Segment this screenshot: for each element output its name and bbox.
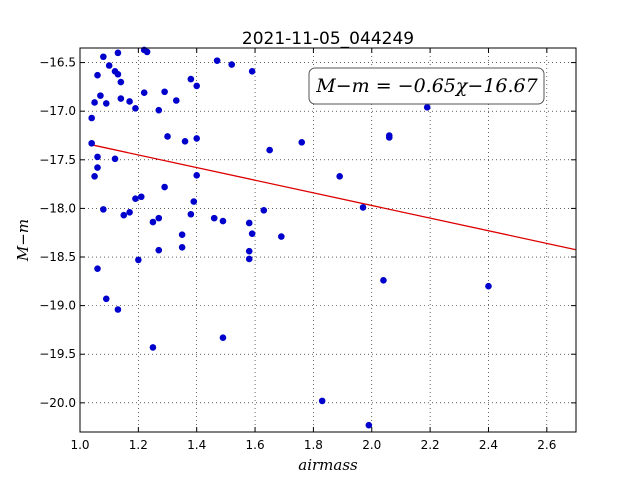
- y-tick-label: −19.5: [39, 347, 76, 361]
- data-point: [181, 138, 189, 145]
- data-point: [248, 68, 256, 75]
- data-point: [88, 114, 95, 122]
- data-point: [219, 334, 227, 342]
- data-point: [260, 207, 268, 214]
- data-point: [193, 172, 201, 179]
- data-point: [266, 146, 273, 154]
- y-tick-label: −19.0: [39, 299, 76, 313]
- data-point: [359, 204, 367, 211]
- data-point: [178, 231, 186, 238]
- fit-line: [88, 143, 577, 251]
- data-point: [117, 95, 125, 102]
- data-point: [91, 99, 98, 106]
- plot-frame: [79, 47, 577, 433]
- data-point: [120, 211, 128, 219]
- data-point: [117, 78, 125, 86]
- data-point: [114, 49, 122, 57]
- annotation-box: [308, 67, 545, 105]
- data-point: [91, 173, 98, 180]
- x-tick-label: 1.2: [129, 438, 148, 452]
- y-tick-label: −17.0: [39, 104, 76, 118]
- data-point: [132, 104, 139, 112]
- data-point: [245, 219, 253, 227]
- data-point: [100, 53, 107, 61]
- x-tick-label: 2.6: [537, 438, 556, 452]
- data-point: [155, 246, 163, 254]
- fit-equation: M−m = −0.65χ−16.67: [315, 75, 538, 97]
- data-point: [94, 265, 101, 272]
- y-tick-label: −18.0: [39, 201, 76, 215]
- data-point: [155, 106, 163, 114]
- data-point: [318, 397, 326, 405]
- x-axis-label: airmass: [298, 456, 358, 474]
- data-point: [228, 61, 236, 68]
- data-point: [336, 173, 343, 180]
- data-point: [149, 218, 157, 226]
- data-point: [137, 193, 145, 201]
- data-point: [219, 217, 227, 225]
- grid-lines: [79, 48, 576, 432]
- data-point: [380, 277, 387, 284]
- data-point: [102, 295, 110, 303]
- data-point: [94, 164, 101, 171]
- data-point: [213, 57, 221, 64]
- data-point: [172, 97, 180, 104]
- y-tick-label: −18.5: [39, 250, 76, 264]
- data-point: [88, 139, 95, 147]
- data-point: [485, 282, 492, 290]
- data-point: [190, 198, 198, 205]
- data-point: [278, 233, 285, 240]
- data-point: [126, 208, 133, 216]
- data-point: [187, 210, 195, 218]
- data-point: [97, 92, 104, 99]
- data-points: [88, 46, 492, 429]
- data-point: [100, 206, 107, 213]
- data-point: [245, 247, 253, 255]
- data-point: [164, 133, 171, 140]
- data-point: [178, 243, 186, 251]
- y-tick-label: −17.5: [39, 153, 76, 167]
- y-tick-label: −16.5: [39, 56, 76, 70]
- data-point: [140, 89, 148, 97]
- data-point: [210, 214, 218, 222]
- x-tick-label: 1.6: [246, 438, 265, 452]
- data-point: [187, 75, 195, 83]
- data-point: [298, 138, 306, 146]
- data-point: [111, 155, 119, 163]
- data-point: [385, 134, 393, 141]
- data-point: [94, 71, 101, 79]
- data-point: [132, 195, 139, 202]
- data-point: [423, 104, 431, 111]
- data-point: [102, 100, 110, 107]
- data-point: [114, 306, 122, 313]
- data-point: [365, 421, 373, 429]
- data-point: [135, 256, 142, 264]
- data-point: [149, 344, 157, 351]
- fit-annotation: M−m = −0.65χ−16.67: [308, 67, 545, 105]
- data-point: [161, 88, 168, 96]
- data-point: [143, 48, 151, 56]
- y-axis-label: M−m: [14, 219, 32, 262]
- x-tick-label: 2.2: [421, 438, 440, 452]
- x-tick-label: 1.0: [70, 438, 89, 452]
- data-point: [105, 62, 113, 69]
- data-point: [114, 70, 122, 78]
- x-tick-label: 1.4: [187, 438, 206, 452]
- x-tick-label: 2.4: [479, 438, 498, 452]
- data-point: [245, 255, 253, 263]
- y-tick-label: −20.0: [39, 396, 76, 410]
- data-point: [126, 98, 133, 105]
- data-point: [94, 153, 101, 161]
- x-tick-label: 2.0: [362, 438, 381, 452]
- x-tick-label: 1.8: [304, 438, 323, 452]
- data-point: [161, 183, 168, 191]
- data-point: [155, 214, 163, 222]
- chart-title: 2021-11-05_044249: [242, 29, 414, 49]
- fit-line-layer: [88, 143, 577, 251]
- data-point: [193, 135, 201, 142]
- data-point: [248, 230, 256, 237]
- axis-ticks: 1.0 1.2 1.4 1.6 1.8 2.0 2.2 2.4 2.6 −16.5 −17.0 −17…: [39, 48, 576, 452]
- data-point: [193, 82, 201, 90]
